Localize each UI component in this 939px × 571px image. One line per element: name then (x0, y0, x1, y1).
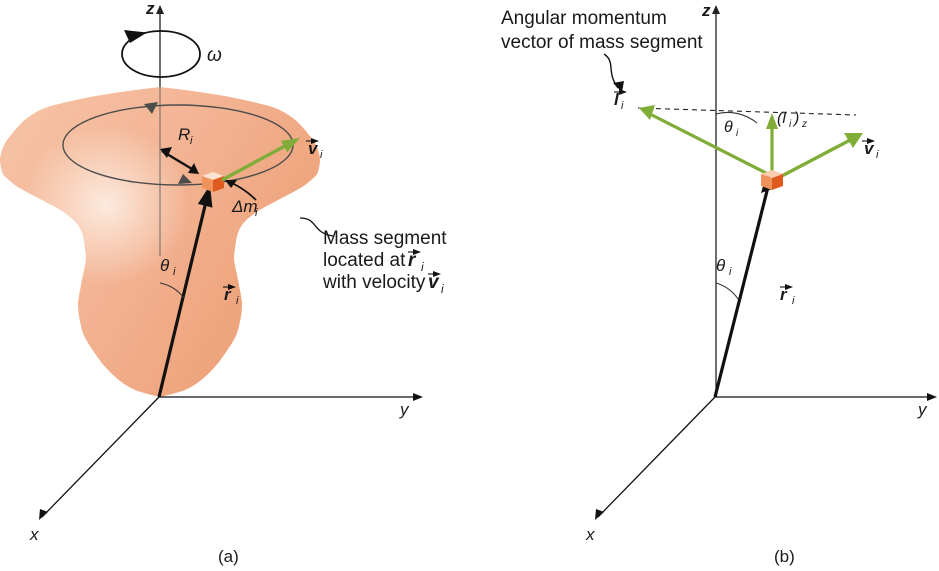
svg-text:(l: (l (777, 110, 786, 127)
svg-text:i: i (792, 295, 795, 307)
svg-text:z: z (145, 0, 155, 18)
svg-text:y: y (399, 400, 410, 419)
svg-text:i: i (789, 119, 792, 130)
svg-text:Δm: Δm (231, 197, 258, 216)
svg-text:θ: θ (160, 256, 170, 275)
svg-text:(a): (a) (218, 547, 239, 566)
svg-text:Angular momentum: Angular momentum (501, 8, 667, 29)
svg-text:i: i (621, 100, 624, 112)
svg-text:(b): (b) (774, 547, 795, 566)
svg-text:x: x (29, 525, 39, 544)
svg-text:v: v (428, 272, 440, 293)
svg-text:R: R (178, 125, 190, 144)
svg-text:v: v (308, 139, 319, 158)
svg-text:y: y (917, 400, 928, 419)
svg-text:with velocity: with velocity (322, 272, 426, 293)
svg-text:vector of mass segment: vector of mass segment (501, 32, 703, 53)
svg-text:ω: ω (207, 45, 222, 66)
svg-text:i: i (876, 149, 879, 161)
svg-text:Mass segment: Mass segment (323, 228, 447, 249)
svg-text:i: i (441, 282, 444, 296)
svg-text:r: r (780, 285, 788, 304)
svg-text:located at: located at (323, 250, 406, 271)
svg-text:): ) (792, 110, 799, 127)
svg-text:r: r (408, 250, 417, 271)
svg-text:i: i (320, 149, 323, 161)
svg-text:x: x (585, 525, 595, 544)
svg-text:z: z (701, 1, 711, 20)
svg-text:θ: θ (724, 119, 733, 136)
svg-text:z: z (801, 119, 807, 130)
svg-text:i: i (736, 128, 739, 139)
svg-text:i: i (729, 266, 732, 278)
svg-text:v: v (864, 139, 875, 158)
svg-text:l: l (614, 90, 620, 109)
svg-text:θ: θ (716, 256, 726, 275)
